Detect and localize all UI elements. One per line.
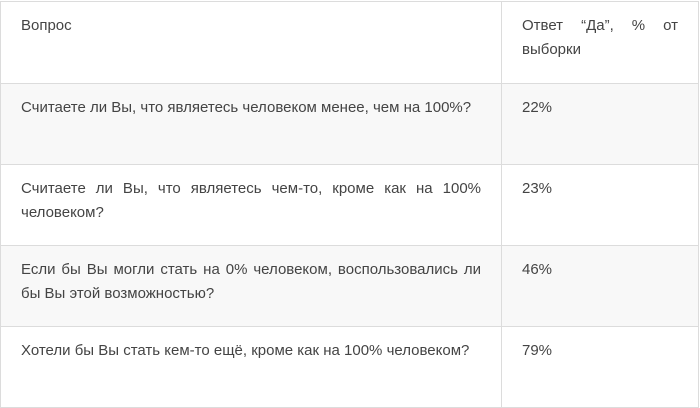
- header-question: Вопрос: [0, 1, 502, 84]
- answer-cell: 46%: [501, 245, 699, 327]
- table-row: Если бы Вы могли стать на 0% человеком, …: [0, 245, 699, 327]
- answer-cell: 23%: [501, 164, 699, 246]
- question-cell: Считаете ли Вы, что являетесь чем-то, кр…: [0, 164, 502, 246]
- table-row: Считаете ли Вы, что являетесь чем-то, кр…: [0, 164, 699, 246]
- answer-cell: 79%: [501, 326, 699, 408]
- table-row: Считаете ли Вы, что являетесь человеком …: [0, 83, 699, 165]
- table-row: Хотели бы Вы стать кем-то ещё, кроме как…: [0, 326, 699, 408]
- header-answer: Ответ “Да”, % от выборки: [501, 1, 699, 84]
- answer-cell: 22%: [501, 83, 699, 165]
- table-header-row: Вопрос Ответ “Да”, % от выборки: [0, 1, 699, 84]
- question-cell: Если бы Вы могли стать на 0% человеком, …: [0, 245, 502, 327]
- question-cell: Считаете ли Вы, что являетесь человеком …: [0, 83, 502, 165]
- question-cell: Хотели бы Вы стать кем-то ещё, кроме как…: [0, 326, 502, 408]
